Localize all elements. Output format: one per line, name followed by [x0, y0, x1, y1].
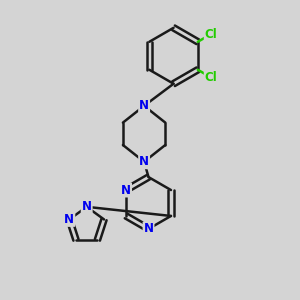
Text: N: N	[82, 200, 92, 213]
Text: N: N	[64, 213, 74, 226]
Text: N: N	[139, 99, 149, 112]
Text: N: N	[143, 222, 154, 236]
Text: Cl: Cl	[205, 71, 218, 84]
Text: N: N	[121, 184, 131, 196]
Text: N: N	[139, 155, 149, 168]
Text: Cl: Cl	[205, 28, 218, 40]
